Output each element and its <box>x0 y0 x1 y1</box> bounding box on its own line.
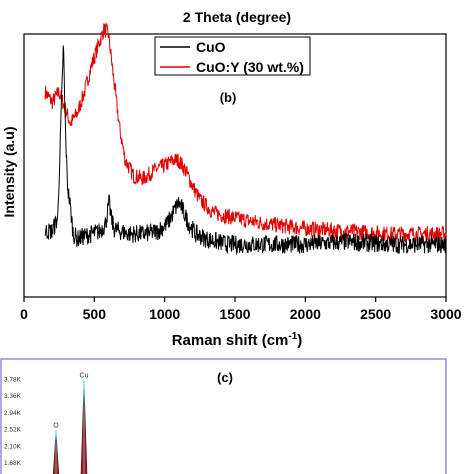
raman-panel-label: (b) <box>220 90 237 105</box>
edx-ytick-group: 3.78K 3.36K 2.94K 2.52K 2.10K 1.68K <box>4 377 22 468</box>
raman-xtick-group: 0 500 1000 1500 2000 2500 3000 <box>20 297 462 322</box>
edx-ytick-label: 3.36K <box>4 393 22 400</box>
legend-label-cuo: CuO <box>196 39 226 55</box>
edx-ytick-label: 3.78K <box>4 377 22 384</box>
edx-panel: (c) 3.78K 3.36K 2.94K 2.52K 2.10K 1.68K O Cu <box>0 358 447 474</box>
raman-xlabel-main: Raman shift (cm <box>172 332 289 349</box>
raman-xtick-label: 1000 <box>149 306 180 322</box>
raman-series-line-cuo <box>44 45 447 256</box>
raman-xtick-label: 2000 <box>290 306 321 322</box>
edx-peak-label-cu: Cu <box>80 373 89 380</box>
raman-panel: 0 500 1000 1500 2000 2500 3000 CuO CuO:Y (30 w… <box>1 22 462 349</box>
legend-box <box>154 36 311 76</box>
edx-ytick-label: 2.52K <box>4 427 22 434</box>
raman-xlabel-close: ) <box>297 332 302 349</box>
raman-xtick-label: 0 <box>20 306 28 322</box>
raman-xtick-label: 2500 <box>360 306 391 322</box>
edx-plot-frame <box>0 358 447 474</box>
raman-ylabel: Intensity (a.u) <box>1 126 17 217</box>
raman-xtick-label: 500 <box>83 306 107 322</box>
raman-legend: CuO CuO:Y (30 wt.%) <box>154 36 311 76</box>
raman-xtick-label: 1500 <box>219 306 250 322</box>
top-panel-remnant: 2 Theta (degree) <box>183 9 291 25</box>
edx-ytick-label: 1.68K <box>4 460 22 467</box>
edx-ytick-label: 2.94K <box>4 410 22 417</box>
edx-ytick-label: 2.10K <box>4 443 22 450</box>
top-axis-xlabel: 2 Theta (degree) <box>183 9 291 25</box>
raman-xlabel-sup: -1 <box>288 331 297 342</box>
edx-panel-label: (c) <box>217 370 233 385</box>
raman-xlabel: Raman shift (cm-1) <box>172 331 303 349</box>
raman-xtick-label: 3000 <box>430 306 461 322</box>
raman-series-line-cuoy <box>44 22 447 244</box>
legend-label-cuoy: CuO:Y (30 wt.%) <box>196 59 304 75</box>
edx-peak-group: O Cu <box>52 373 89 474</box>
edx-peak-label-o: O <box>53 422 59 429</box>
raman-series-group <box>44 22 447 256</box>
